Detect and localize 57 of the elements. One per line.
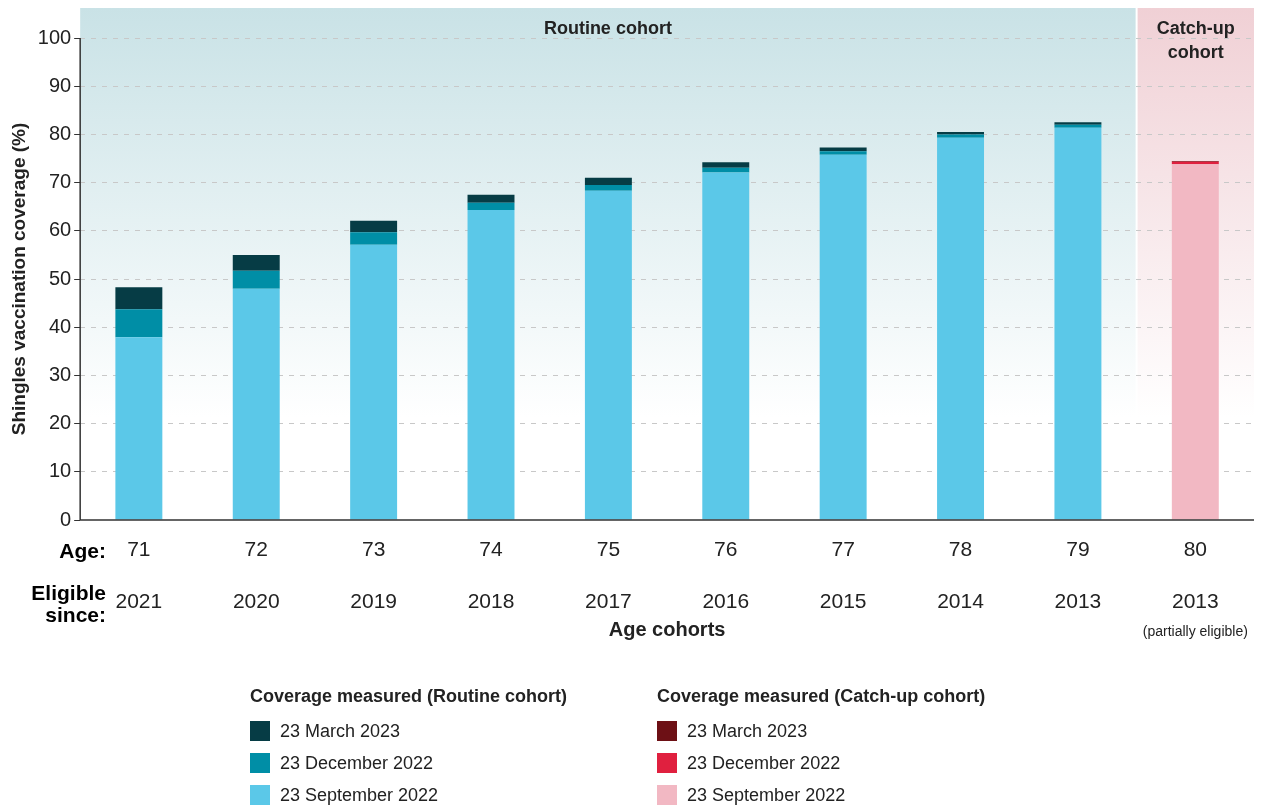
bar [937,137,985,520]
legend-label: 23 March 2023 [280,720,401,742]
bar [819,151,867,155]
bar [819,147,867,152]
band-label: Catch-up cohort [1156,17,1235,62]
bar [702,172,750,520]
y-tick-label: 70 [48,170,72,193]
legend-label: 23 September 2022 [280,784,439,806]
bar [232,288,280,520]
category-label: 77 2015 [819,536,867,612]
bar [584,185,632,191]
category-label: 75 2017 [585,536,632,612]
bar [115,287,163,310]
text: Age: [58,539,106,562]
y-tick-label: 10 [48,459,72,482]
category-label: 76 2016 [702,536,750,612]
legend-label: 23 December 2022 [687,752,841,774]
bar [232,254,280,271]
bar [584,190,632,520]
category-label: 79 2013 [1054,536,1102,612]
legend-label: 23 March 2023 [687,720,808,742]
bar [115,309,163,338]
category-label: 72 2020 [232,536,280,612]
y-tick-label: 80 [48,121,72,144]
text: Coverage measured (Routine cohort) [250,686,568,707]
bar [232,270,280,289]
y-axis-title: Shingles vaccination coverage (%) [7,122,29,436]
y-tick-label: 100 [37,25,72,48]
y-tick-label: 0 [60,507,72,530]
y-tick-label: 40 [48,314,72,337]
x-axis-title: Age cohorts [608,617,726,640]
bar [467,194,515,203]
category-label: 78 2014 [937,536,984,612]
text: Coverage measured (Catch-up cohort) [657,686,986,707]
bar [467,202,515,211]
text: Eligible since: [30,581,106,626]
y-tick-label: 90 [48,73,72,96]
bar [350,232,398,245]
y-tick-label: 30 [48,362,72,385]
bar [350,220,398,233]
y-tick-label: 50 [48,266,72,289]
category-label: 73 2019 [350,536,397,612]
bar [702,162,750,168]
bar [1054,127,1102,520]
category-label: 71 2021 [115,536,163,612]
bar [584,177,632,186]
category-label: 74 2018 [467,536,515,612]
bar [819,154,867,520]
bar [467,210,515,520]
legend-label: 23 December 2022 [280,752,434,774]
legend-label: 23 September 2022 [687,784,846,806]
y-tick-label: 20 [48,411,72,434]
band-label: Routine cohort [543,17,672,38]
y-tick-label: 60 [48,218,72,241]
bar [115,337,163,520]
bar [350,244,398,520]
category-label: 80 2013 (partially eligible) [1142,536,1248,639]
